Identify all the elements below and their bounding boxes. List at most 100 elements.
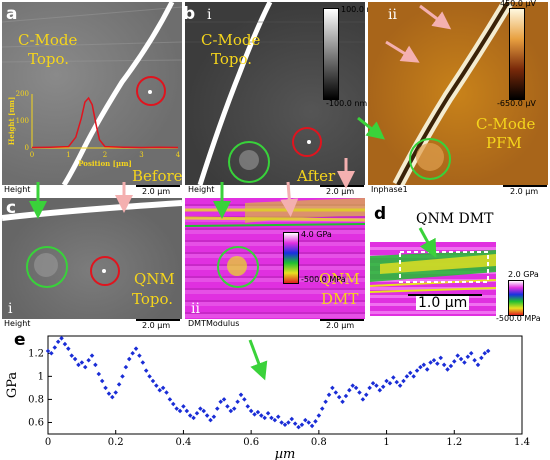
panel-c-i-scalebar (136, 319, 180, 321)
data-point (150, 378, 156, 384)
data-point (316, 413, 322, 418)
data-point (157, 387, 162, 393)
data-point (435, 361, 440, 366)
data-point (76, 362, 81, 368)
data-point (296, 424, 301, 430)
data-point (428, 360, 433, 365)
inset-x-tick: 4 (176, 151, 181, 159)
data-point (397, 383, 403, 388)
data-point (79, 360, 85, 365)
data-point (130, 351, 135, 356)
data-point (174, 406, 179, 411)
data-point (363, 392, 369, 398)
data-point (319, 406, 325, 411)
data-point (52, 345, 58, 350)
data-point (66, 346, 71, 351)
data-point (69, 353, 74, 358)
chart-ylabel: GPa (5, 372, 20, 399)
data-point (370, 381, 376, 386)
data-point (59, 336, 64, 341)
data-point (479, 355, 484, 361)
data-point (201, 408, 207, 414)
data-point (360, 397, 366, 402)
data-point (292, 421, 298, 426)
data-point (404, 374, 410, 379)
panel-c-ii-title-2: DMT (321, 290, 359, 308)
data-point (350, 383, 355, 388)
data-point (248, 408, 254, 414)
fiber-stripe (61, 2, 175, 185)
data-point (380, 384, 386, 389)
data-point (140, 360, 146, 365)
panel-e-scatter-chart: 0 0.2 0.4 0.6 0.8 1 1.2 1.4 0.6 0.8 1 1.2 µm GPa (5, 335, 530, 460)
data-point (147, 374, 152, 379)
panel-a-scale: 2.0 µm (142, 187, 171, 196)
data-point (208, 417, 213, 423)
panel-c-ii-scalebar (320, 319, 364, 321)
data-point (482, 351, 488, 356)
inset-ylabel: Height [nm] (7, 97, 16, 146)
inset-plot-svg: 0 1 2 3 4 0 100 200 Position [µm] Height [nm] (7, 90, 181, 168)
inset-xlabel: Position [µm] (78, 159, 132, 168)
data-point (126, 356, 132, 362)
panel-b-green-circle (228, 141, 270, 183)
data-point (269, 415, 274, 421)
panel-c-i-sub: i (8, 301, 13, 317)
data-point (323, 399, 328, 404)
panel-d-scale: 1.0 µm (416, 295, 470, 311)
data-point (445, 367, 450, 372)
data-point (177, 408, 183, 414)
data-point (394, 379, 399, 385)
data-point (160, 385, 166, 391)
data-point (238, 392, 244, 398)
data-point (275, 414, 281, 419)
data-point (137, 353, 142, 358)
data-point (252, 412, 257, 417)
panel-b-after-label: After (297, 167, 336, 185)
panel-c-green-circle (26, 246, 68, 288)
data-point (120, 374, 125, 379)
x-tick-label: 0.4 (175, 437, 191, 448)
data-point (309, 423, 315, 429)
data-point (154, 383, 159, 388)
panel-d-cbar-max: 2.0 GPa (508, 270, 539, 279)
data-point (225, 404, 230, 409)
panel-c-ii-scale: 2.0 µm (326, 321, 355, 330)
panel-d-scalebar (408, 294, 482, 296)
data-point (299, 422, 305, 428)
data-point (99, 378, 105, 384)
data-point (431, 357, 437, 363)
data-point (106, 391, 112, 396)
panel-c-ii-cbar-max: 4.0 GPa (301, 230, 332, 239)
panel-d-cbar-min: -500.0 MPa (496, 314, 541, 323)
data-point (357, 390, 362, 395)
data-point (367, 385, 372, 391)
data-point (198, 406, 203, 411)
panel-c-i-title-2: Topo. (132, 290, 174, 308)
panel-b-ii-channel: Inphase1 (371, 185, 408, 194)
data-point (171, 401, 176, 407)
panel-d-features (370, 250, 496, 293)
data-point (96, 371, 102, 377)
data-point (333, 390, 339, 395)
y-tick-label: 1 (38, 371, 44, 382)
panel-b-title-1: C-Mode (201, 31, 261, 49)
panel-b-ii-scalebar (503, 185, 547, 187)
inset-y-tick: 0 (25, 144, 29, 152)
data-point (468, 351, 474, 356)
panel-d-title: QNM DMT (416, 211, 494, 227)
data-point (272, 417, 278, 423)
panel-c-i-image: c i QNM Topo. (2, 198, 182, 319)
panel-c-ii-cbar-min: -500.0 MPa (301, 275, 346, 284)
data-point (255, 409, 261, 415)
data-point (391, 375, 396, 380)
data-point (45, 348, 51, 354)
data-point (282, 422, 288, 428)
data-point (377, 387, 383, 393)
data-point (86, 357, 91, 363)
inset-x-tick: 3 (139, 151, 143, 159)
chart-xlabel: µm (275, 447, 296, 460)
panel-b-i-scale: 2.0 µm (326, 187, 355, 196)
data-point (330, 385, 335, 391)
panel-b-ii-colorbar (509, 8, 525, 100)
